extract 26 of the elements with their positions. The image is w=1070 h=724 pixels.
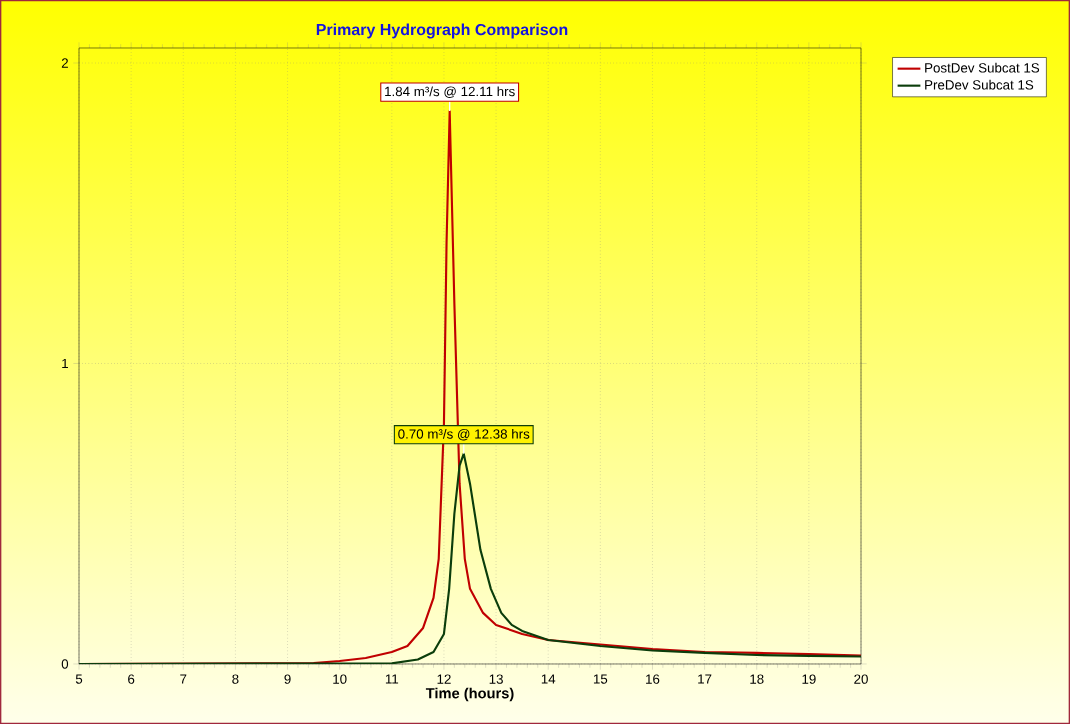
legend-label: PostDev Subcat 1S <box>925 62 1040 73</box>
y-tick-label: 1 <box>62 358 68 369</box>
x-tick-label: 9 <box>284 674 291 684</box>
x-tick-label: 12 <box>437 674 451 684</box>
x-tick-label: 13 <box>489 674 503 684</box>
y-tick-label: 0 <box>61 659 69 669</box>
x-tick-label: 15 <box>593 674 608 684</box>
legend-label: PreDev Subcat 1S <box>925 79 1034 90</box>
x-tick-label: 7 <box>180 674 187 684</box>
x-tick-label: 20 <box>854 674 868 684</box>
line-series <box>79 452 861 664</box>
y-tick-label: 2 <box>61 58 68 68</box>
x-tick-label: 14 <box>541 674 556 684</box>
annotation: 0.70 m³/s @ 12.38 hrs <box>398 428 530 441</box>
x-tick-label: 19 <box>802 674 816 684</box>
x-tick-label: 10 <box>333 674 347 684</box>
x-tick-label: 17 <box>698 674 712 684</box>
x-tick-label: 6 <box>128 674 135 684</box>
x-tick-label: 18 <box>750 674 764 684</box>
x-tick-label: 8 <box>232 674 239 684</box>
x-tick-label: 5 <box>75 674 83 684</box>
annotation: 1.84 m³/s @ 12.11 hrs <box>385 86 515 98</box>
x-tick-label: 11 <box>385 674 399 684</box>
x-tick-label: 16 <box>646 674 660 684</box>
chart-title: Primary Hydrograph Comparison <box>316 23 568 39</box>
x-axis-title: Time (hours) <box>425 687 514 702</box>
